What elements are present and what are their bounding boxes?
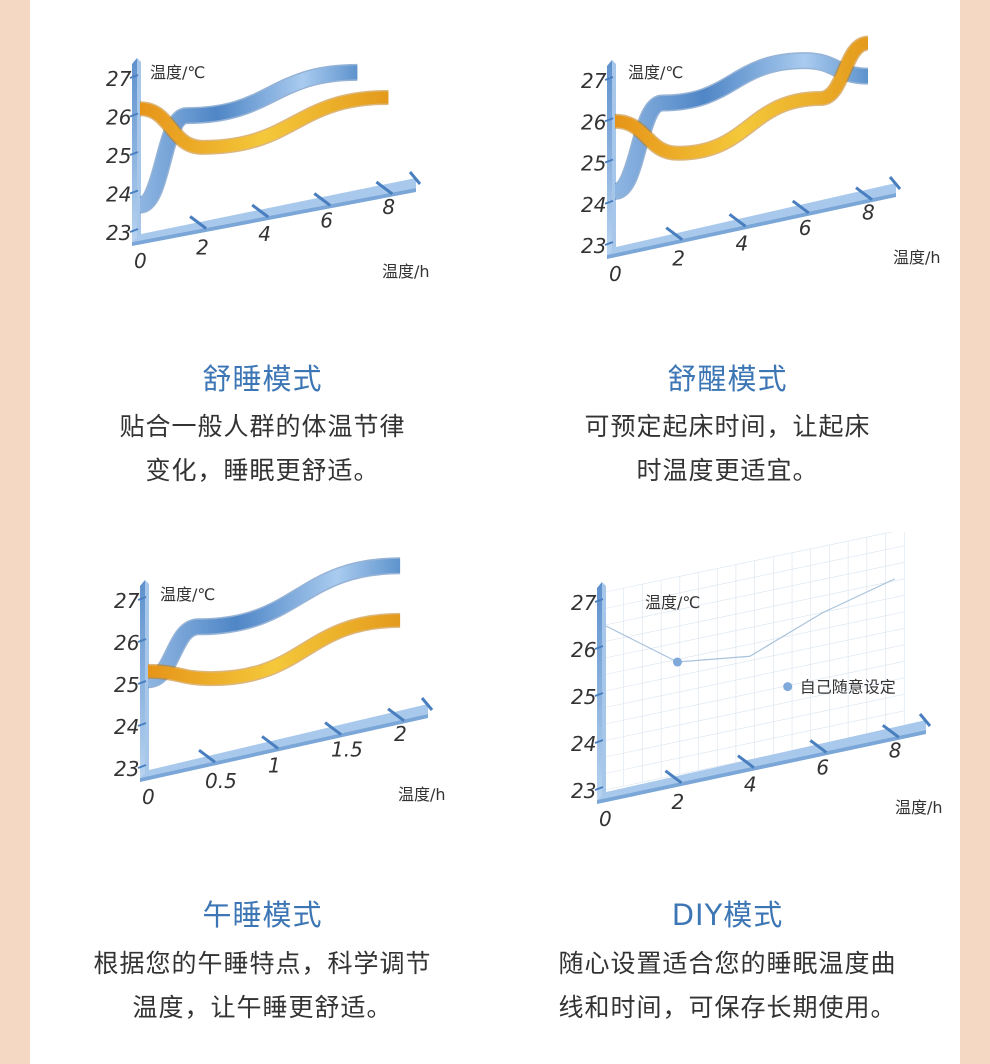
x-tick-label: 0.5	[205, 769, 237, 793]
y-tick-label: 27	[114, 589, 140, 613]
y-tick-label: 27	[571, 591, 597, 615]
y-tick-label: 25	[114, 673, 139, 697]
x-tick-label: 0	[134, 249, 147, 273]
y-axis	[597, 582, 602, 800]
mode-desc: 贴合一般人群的体温节律 变化，睡眠更舒适。	[30, 405, 495, 493]
x-tick-label: 4	[744, 773, 757, 797]
series-band-blue	[146, 558, 401, 687]
x-axis	[132, 178, 416, 242]
x-tick-label: 8	[382, 195, 395, 219]
y-tick-label: 23	[114, 757, 139, 781]
y-tick-label: 24	[571, 732, 596, 756]
x-tick-label: 8	[862, 201, 875, 225]
y-tick-label: 24	[114, 715, 139, 739]
y-axis-label: 温度/℃	[628, 63, 683, 82]
y-axis	[607, 60, 612, 255]
panel-wake-mode: 27 26 25 24 23 0 2 4 6 8 温度/℃ 温度/h 舒醒模式 可预定起床时间，让起床…	[495, 0, 960, 532]
y-tick-label: 26	[571, 638, 596, 662]
x-tick-label: 1	[268, 753, 281, 777]
y-axis	[140, 580, 145, 778]
mode-desc-line: 根据您的午睡特点，科学调节	[93, 949, 432, 978]
series-band-blue	[612, 53, 869, 199]
panel-diy-mode: 27 26 25 24 23 0 2 4 6 8 温度/℃ 温度/h 自己随意设定 DIY模式 随心设置…	[495, 532, 960, 1064]
chart-annotation: 自己随意设定	[800, 678, 896, 697]
x-axis	[607, 183, 896, 255]
mode-desc-line: 可预定起床时间，让起床	[584, 412, 871, 441]
y-tick-label: 25	[106, 144, 131, 168]
series-band-gold	[139, 91, 389, 154]
x-axis-label: 温度/h	[382, 262, 430, 281]
x-tick-label: 2	[672, 247, 685, 271]
series-band-gold	[147, 614, 401, 685]
data-point	[672, 657, 682, 667]
y-tick-label: 23	[581, 234, 606, 258]
series-band-gold	[614, 37, 870, 160]
x-tick-label: 6	[320, 209, 333, 233]
y-tick-label: 24	[581, 193, 606, 217]
mode-desc-line: 变化，睡眠更舒适。	[145, 456, 380, 485]
y-tick-label: 26	[581, 110, 606, 134]
x-tick-label: 4	[736, 231, 749, 255]
mode-title: 舒睡模式	[202, 362, 323, 396]
y-tick-label: 24	[106, 183, 131, 207]
y-tick-label: 26	[106, 106, 131, 130]
mode-title: 午睡模式	[202, 898, 323, 932]
y-axis-label: 温度/℃	[645, 593, 700, 612]
mode-desc: 可预定起床时间，让起床 时温度更适宜。	[495, 405, 960, 493]
x-tick-label: 4	[258, 222, 271, 246]
series-band-blue	[137, 65, 358, 213]
panel-sleep-mode: 27 26 25 24 23 0 2 4 6 8 温度/℃ 温度/h 舒睡模式 贴合一般人群的体温节律…	[30, 0, 495, 532]
x-axis-label: 温度/h	[895, 798, 943, 817]
mode-desc: 随心设置适合您的睡眠温度曲 线和时间，可保存长期使用。	[495, 942, 960, 1030]
mode-desc-line: 贴合一般人群的体温节律	[119, 412, 406, 441]
x-tick-label: 6	[799, 216, 812, 240]
mode-desc: 根据您的午睡特点，科学调节 温度，让午睡更舒适。	[30, 942, 495, 1030]
x-tick-label: 6	[816, 755, 829, 779]
panel-nap-mode: 27 26 25 24 23 0 0.5 1 1.5 2 温度/℃ 温度/h 午睡模式 根据您的午睡特…	[30, 532, 495, 1064]
x-tick-label: 0	[599, 807, 612, 831]
mode-desc-line: 线和时间，可保存长期使用。	[558, 993, 897, 1022]
chart-nap-mode: 27 26 25 24 230 0.5 1 1.5 2 温度/℃ 温度/h	[114, 557, 446, 809]
x-axis-label: 温度/h	[398, 785, 446, 804]
y-tick-label: 25	[571, 685, 596, 709]
mode-desc-line: 温度，让午睡更舒适。	[132, 993, 393, 1022]
y-tick-label: 27	[106, 67, 132, 91]
mode-title: DIY模式	[671, 898, 784, 932]
chart-grid	[604, 532, 905, 791]
mode-title: 舒醒模式	[667, 362, 788, 396]
y-axis-label: 温度/℃	[160, 585, 215, 604]
x-tick-label: 0	[142, 785, 155, 809]
x-tick-label: 0	[609, 262, 622, 286]
mode-desc-line: 随心设置适合您的睡眠温度曲	[558, 949, 897, 978]
mode-desc-line: 时温度更适宜。	[636, 456, 819, 485]
page: 27 26 25 24 23 0 2 4 6 8 温度/℃ 温度/h 舒睡模式 贴合一般人群的体温节律…	[30, 0, 960, 1064]
x-tick-label: 8	[889, 738, 902, 762]
x-tick-label: 2	[394, 722, 407, 746]
annotation-dot	[783, 682, 793, 692]
x-tick-label: 1.5	[331, 738, 363, 762]
x-axis-label: 温度/h	[893, 248, 941, 267]
y-axis	[132, 58, 137, 242]
x-axis	[140, 704, 428, 778]
y-axis-label: 温度/℃	[150, 63, 205, 82]
y-tick-label: 23	[571, 779, 596, 803]
x-tick-label: 2	[671, 790, 684, 814]
y-tick-label: 23	[106, 221, 131, 245]
y-tick-label: 27	[581, 69, 607, 93]
series-line	[604, 578, 896, 663]
y-tick-label: 26	[114, 631, 139, 655]
y-tick-label: 25	[581, 152, 606, 176]
x-tick-label: 2	[196, 236, 209, 260]
